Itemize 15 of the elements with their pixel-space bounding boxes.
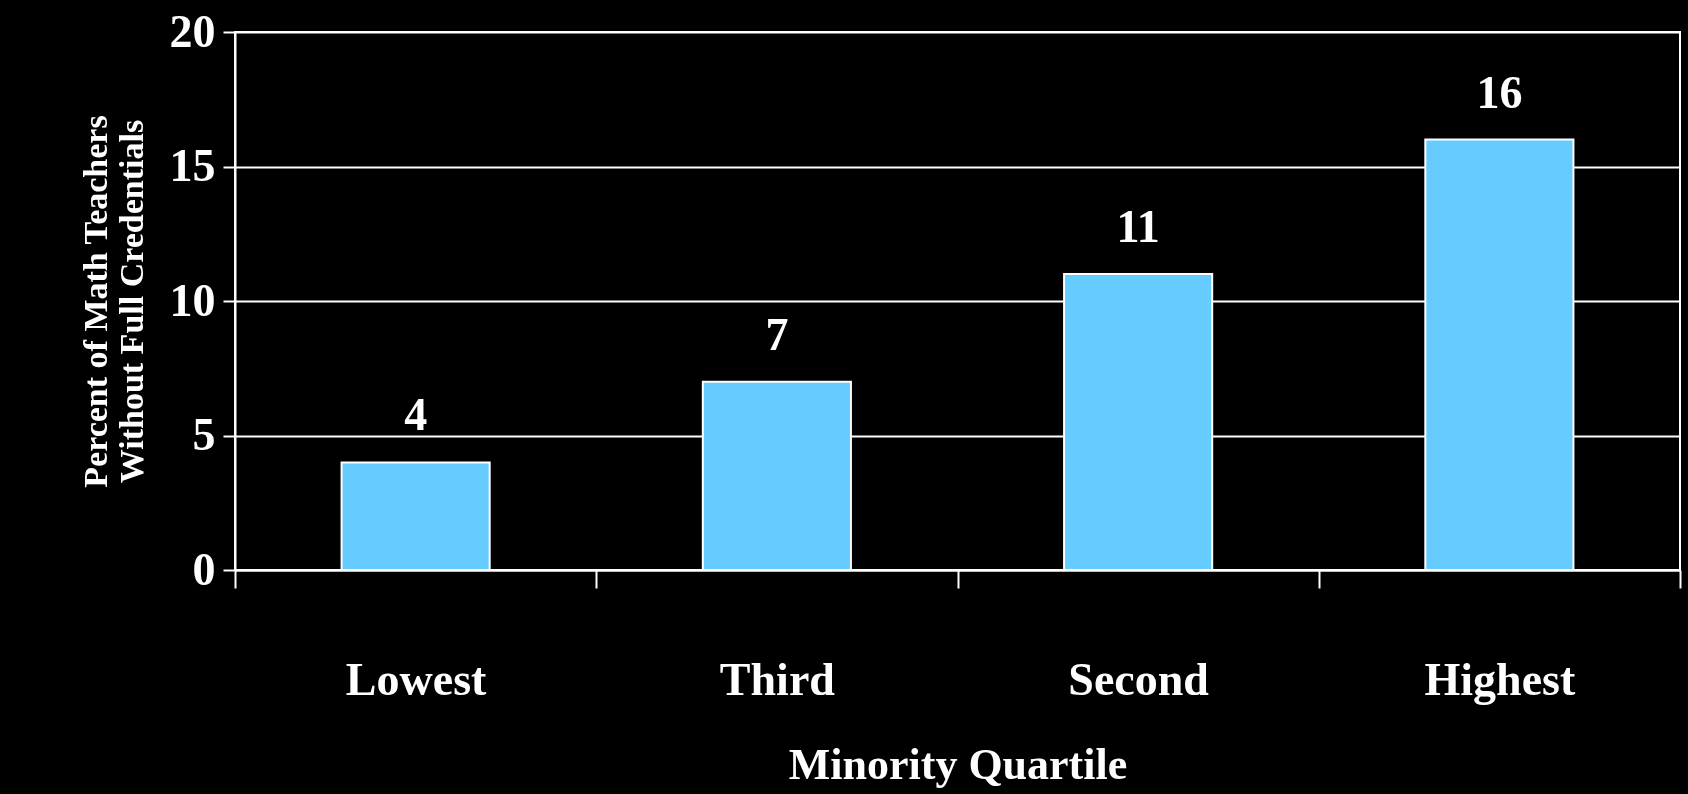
x-tick-label: Lowest (345, 653, 488, 705)
x-tick-label: Second (1068, 653, 1210, 705)
data-label: 4 (404, 389, 428, 441)
y-tick-label: 20 (169, 5, 216, 57)
x-axis-title: Minority Quartile (788, 739, 1128, 789)
y-tick-label: 5 (192, 409, 216, 460)
x-tick-label: Third (719, 653, 836, 705)
y-axis-title: Percent of Math Teachers Without Full Credentials (76, 115, 150, 488)
data-label: 16 (1476, 66, 1523, 118)
data-label: 11 (1116, 201, 1160, 253)
y-tick-label: 10 (169, 274, 216, 326)
y-tick-label: 15 (169, 140, 216, 191)
data-label: 7 (765, 308, 789, 360)
y-tick-label: 0 (192, 543, 216, 595)
x-tick-label: Highest (1424, 653, 1576, 705)
